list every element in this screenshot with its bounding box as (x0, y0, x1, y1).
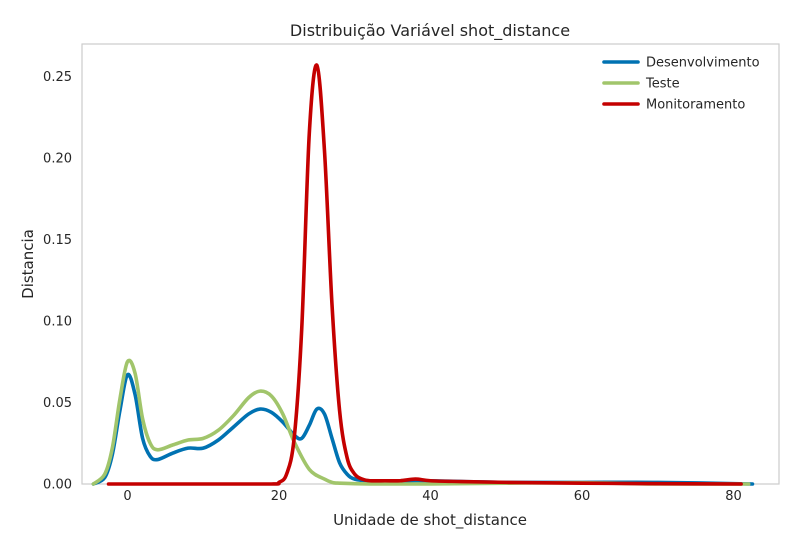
x-tick-label: 60 (574, 489, 591, 504)
y-tick-label: 0.15 (43, 233, 72, 248)
y-tick-label: 0.20 (43, 152, 72, 167)
series-layer (91, 63, 755, 486)
y-tick-label: 0.25 (43, 70, 72, 85)
series-line-teste (91, 358, 751, 486)
y-tick-label: 0.10 (43, 315, 72, 330)
y-tick-label: 0.05 (43, 396, 72, 411)
legend: Desenvolvimento Teste Monitoramento (602, 56, 760, 113)
legend-label-desenvolvimento: Desenvolvimento (646, 56, 760, 71)
x-tick-label: 0 (123, 489, 131, 504)
tick-layer: 0 20 40 60 80 0.00 0.05 0.10 0.15 0.20 0.25 (43, 70, 742, 504)
x-tick-label: 20 (271, 489, 288, 504)
legend-label-monitoramento: Monitoramento (646, 98, 745, 113)
series-line-monitoramento (106, 63, 743, 486)
legend-label-teste: Teste (645, 77, 680, 92)
y-tick-label: 0.00 (43, 478, 72, 493)
x-tick-label: 40 (422, 489, 439, 504)
x-tick-label: 80 (725, 489, 742, 504)
chart-title: Distribuição Variável shot_distance (290, 21, 570, 41)
x-axis-title: Unidade de shot_distance (333, 511, 527, 530)
y-axis-title: Distancia (19, 229, 37, 299)
plot-area (81, 43, 780, 485)
